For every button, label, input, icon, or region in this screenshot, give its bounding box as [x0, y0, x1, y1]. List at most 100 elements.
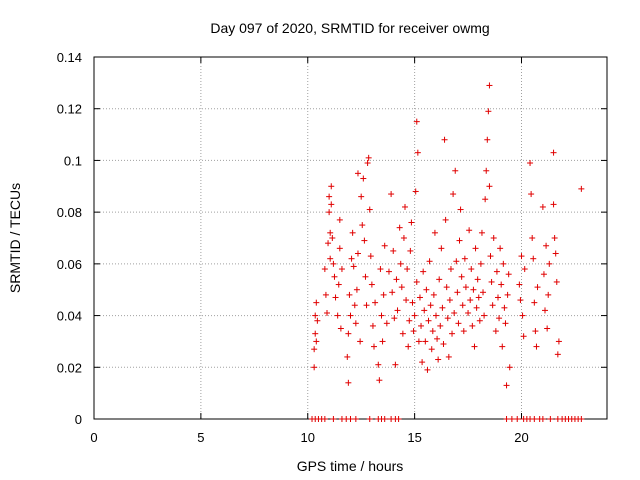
data-point	[350, 263, 357, 270]
data-point	[414, 149, 421, 156]
data-point	[415, 338, 422, 345]
data-point	[397, 260, 404, 267]
data-point	[388, 191, 395, 198]
data-point	[421, 307, 428, 314]
data-point	[494, 294, 501, 301]
data-point	[365, 154, 372, 161]
data-point	[393, 276, 400, 283]
data-point	[409, 299, 416, 306]
data-point	[347, 416, 354, 422]
data-point	[381, 242, 388, 249]
data-point	[357, 338, 364, 345]
data-point	[402, 203, 409, 210]
data-point	[477, 260, 484, 267]
data-point	[462, 284, 469, 291]
data-point	[372, 299, 379, 306]
data-point	[412, 188, 419, 195]
data-point	[435, 356, 442, 363]
data-point	[539, 416, 546, 422]
data-point	[385, 268, 392, 275]
data-point	[360, 175, 367, 182]
data-point	[501, 304, 508, 311]
data-point	[450, 191, 457, 198]
data-point	[483, 167, 490, 174]
data-point	[555, 338, 562, 345]
data-point	[552, 250, 559, 257]
data-point	[410, 328, 417, 335]
data-point	[364, 160, 371, 167]
data-point	[482, 196, 489, 203]
data-point	[546, 260, 553, 267]
data-point	[322, 291, 329, 298]
data-point	[336, 216, 343, 223]
data-point	[376, 377, 383, 384]
y-tick-labels: 0 0.02 0.04 0.06 0.08 0.1 0.12 0.14	[57, 50, 82, 427]
x-axis-label: GPS time / hours	[297, 458, 404, 474]
data-point	[490, 235, 497, 241]
data-point	[504, 291, 511, 298]
data-point	[456, 237, 463, 244]
data-point	[347, 312, 354, 319]
data-point	[352, 416, 359, 422]
data-point	[354, 250, 361, 257]
x-tick-label: 10	[301, 430, 315, 445]
data-point	[503, 382, 510, 389]
y-tick-label: 0.02	[57, 360, 82, 375]
y-tick-label: 0	[75, 412, 82, 427]
data-point	[331, 273, 338, 280]
data-point	[486, 82, 493, 89]
grid-lines	[94, 57, 607, 419]
data-point	[346, 291, 353, 298]
data-point	[403, 297, 410, 304]
data-point	[345, 330, 352, 337]
data-point	[353, 286, 360, 293]
data-point	[351, 302, 358, 309]
data-point	[413, 278, 420, 285]
data-point	[443, 284, 450, 291]
data-point	[363, 302, 370, 309]
data-point	[451, 309, 458, 316]
data-point	[323, 309, 330, 316]
data-point	[377, 266, 384, 273]
data-point	[361, 237, 368, 244]
data-point	[489, 302, 496, 309]
data-point	[334, 312, 341, 319]
data-point	[484, 136, 491, 143]
y-tick-label: 0.12	[57, 102, 82, 117]
data-point	[349, 229, 356, 236]
data-point	[471, 343, 478, 350]
data-point	[521, 266, 528, 273]
data-point	[313, 299, 320, 306]
data-point	[532, 328, 539, 335]
data-point	[551, 235, 558, 241]
data-point	[431, 229, 438, 236]
data-point	[442, 216, 449, 223]
data-point	[311, 364, 318, 371]
data-point	[497, 245, 504, 252]
data-point	[406, 317, 413, 324]
data-point	[314, 317, 321, 324]
data-point	[327, 255, 334, 262]
data-point	[544, 325, 551, 332]
y-tick-label: 0.04	[57, 309, 82, 324]
data-point	[553, 278, 560, 285]
data-point	[337, 325, 344, 332]
data-point	[531, 299, 538, 306]
data-point	[505, 271, 512, 278]
data-point	[492, 328, 499, 335]
data-point	[424, 366, 431, 373]
data-point	[478, 229, 485, 236]
data-point	[543, 242, 550, 249]
data-point	[506, 364, 513, 371]
data-point	[311, 346, 318, 353]
data-point	[550, 149, 557, 156]
data-point	[400, 235, 407, 241]
data-point	[425, 317, 432, 324]
data-point	[411, 312, 418, 319]
data-point	[368, 281, 375, 288]
data-point	[454, 289, 461, 296]
data-point	[328, 201, 335, 208]
data-point	[433, 312, 439, 319]
data-point	[516, 281, 523, 288]
